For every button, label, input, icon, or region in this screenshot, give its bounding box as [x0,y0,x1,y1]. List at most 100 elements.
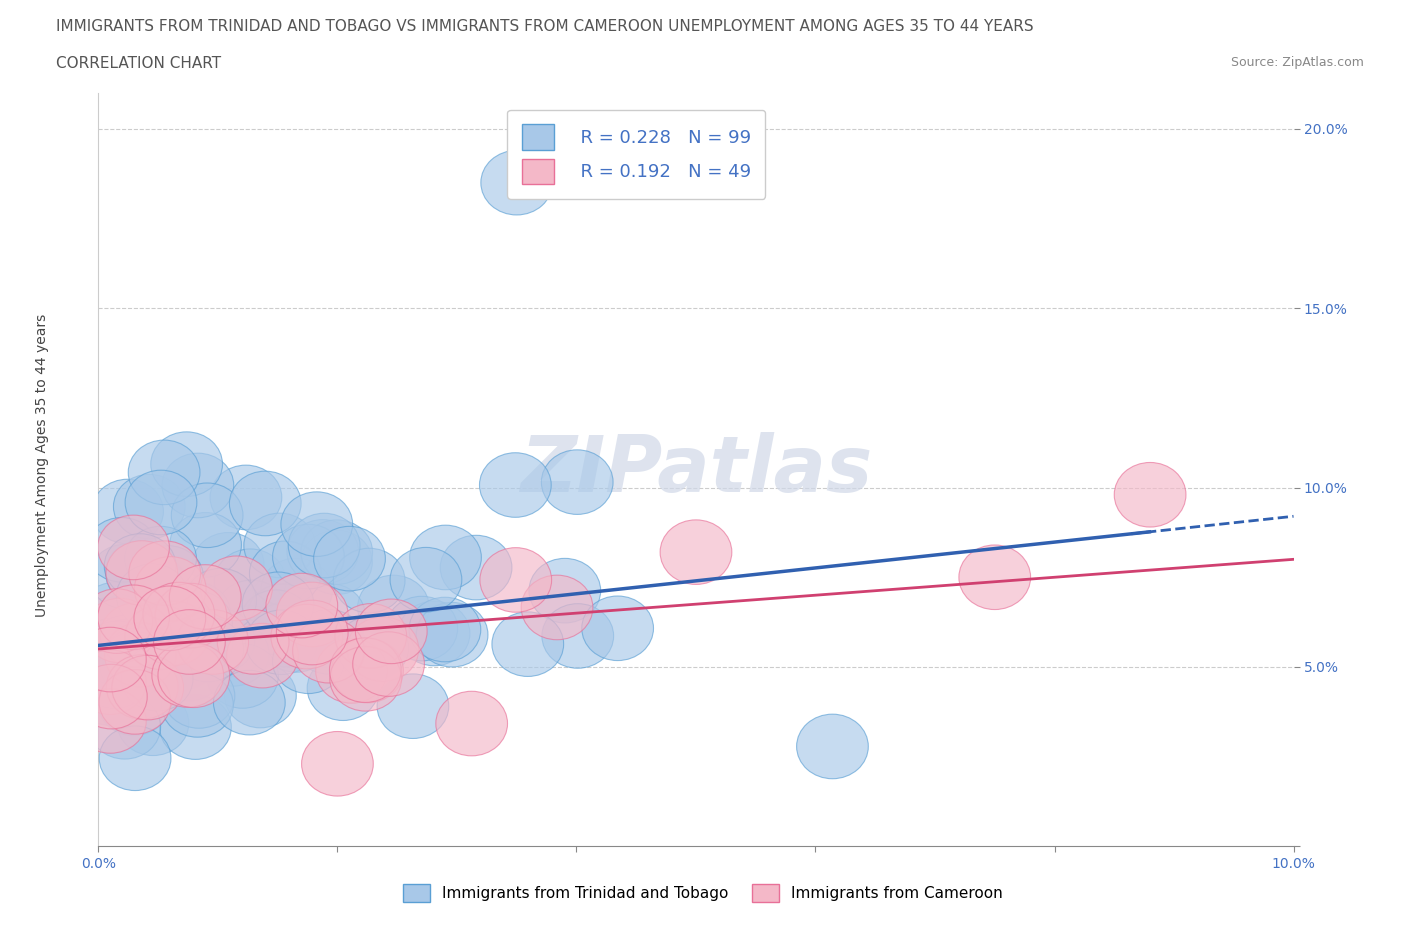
Ellipse shape [332,638,404,703]
Ellipse shape [100,726,172,790]
Ellipse shape [84,598,156,663]
Ellipse shape [316,639,388,703]
Ellipse shape [281,492,353,556]
Ellipse shape [90,544,162,609]
Ellipse shape [160,613,232,677]
Ellipse shape [107,655,179,719]
Ellipse shape [797,714,869,778]
Ellipse shape [79,644,150,709]
Ellipse shape [162,672,233,737]
Ellipse shape [541,604,613,669]
Ellipse shape [128,440,200,505]
Ellipse shape [335,604,406,668]
Ellipse shape [153,604,225,668]
Ellipse shape [246,610,318,674]
Ellipse shape [247,584,319,648]
Ellipse shape [330,646,402,711]
Text: Source: ZipAtlas.com: Source: ZipAtlas.com [1230,56,1364,69]
Ellipse shape [201,556,273,620]
Ellipse shape [75,627,146,692]
Ellipse shape [117,691,188,755]
Ellipse shape [86,517,157,582]
Ellipse shape [153,610,225,674]
Ellipse shape [132,546,204,610]
Ellipse shape [75,661,146,725]
Ellipse shape [292,609,364,674]
Ellipse shape [98,585,170,649]
Ellipse shape [416,603,488,667]
Ellipse shape [91,615,163,680]
Ellipse shape [329,638,401,702]
Ellipse shape [226,623,298,688]
Ellipse shape [105,540,177,605]
Ellipse shape [91,479,163,544]
Ellipse shape [529,558,600,623]
Ellipse shape [301,732,374,796]
Legend:   R = 0.228   N = 99,   R = 0.192   N = 49: R = 0.228 N = 99, R = 0.192 N = 49 [508,110,765,199]
Ellipse shape [75,627,146,691]
Ellipse shape [436,691,508,756]
Ellipse shape [170,512,242,578]
Ellipse shape [661,520,733,584]
Ellipse shape [184,568,256,633]
Ellipse shape [287,520,359,584]
Ellipse shape [260,558,332,622]
Ellipse shape [75,650,146,714]
Text: Unemployment Among Ages 35 to 44 years: Unemployment Among Ages 35 to 44 years [35,313,49,617]
Ellipse shape [522,575,593,640]
Ellipse shape [172,618,243,682]
Ellipse shape [160,591,232,656]
Ellipse shape [98,670,170,734]
Ellipse shape [193,533,264,597]
Ellipse shape [266,573,337,638]
Ellipse shape [301,520,373,584]
Ellipse shape [183,568,254,632]
Ellipse shape [277,600,349,665]
Ellipse shape [82,621,153,685]
Ellipse shape [294,583,366,648]
Ellipse shape [218,609,290,674]
Ellipse shape [271,604,343,669]
Ellipse shape [479,453,551,517]
Ellipse shape [177,610,249,674]
Ellipse shape [215,605,287,671]
Ellipse shape [96,591,167,657]
Ellipse shape [398,601,470,666]
Ellipse shape [75,597,146,662]
Ellipse shape [243,513,315,578]
Ellipse shape [250,603,322,667]
Ellipse shape [409,525,481,590]
Ellipse shape [153,636,225,701]
Ellipse shape [307,656,378,721]
Ellipse shape [77,618,149,683]
Ellipse shape [249,541,321,605]
Ellipse shape [273,629,344,694]
Ellipse shape [440,536,512,600]
Ellipse shape [385,596,457,661]
Ellipse shape [479,548,551,612]
Ellipse shape [76,664,148,729]
Ellipse shape [193,613,264,677]
Ellipse shape [98,671,170,736]
Ellipse shape [134,586,205,651]
Ellipse shape [959,545,1031,609]
Ellipse shape [135,557,207,621]
Ellipse shape [163,664,235,728]
Ellipse shape [82,589,153,654]
Text: CORRELATION CHART: CORRELATION CHART [56,56,221,71]
Ellipse shape [240,590,312,655]
Ellipse shape [157,643,229,708]
Ellipse shape [273,525,344,589]
Legend: Immigrants from Trinidad and Tobago, Immigrants from Cameroon: Immigrants from Trinidad and Tobago, Imm… [396,878,1010,909]
Ellipse shape [353,631,425,697]
Ellipse shape [121,646,193,711]
Ellipse shape [288,513,360,578]
Ellipse shape [129,541,201,605]
Ellipse shape [100,603,172,668]
Ellipse shape [209,465,281,530]
Ellipse shape [117,619,188,684]
Ellipse shape [125,526,197,591]
Ellipse shape [75,619,146,684]
Ellipse shape [131,589,202,653]
Ellipse shape [97,515,169,579]
